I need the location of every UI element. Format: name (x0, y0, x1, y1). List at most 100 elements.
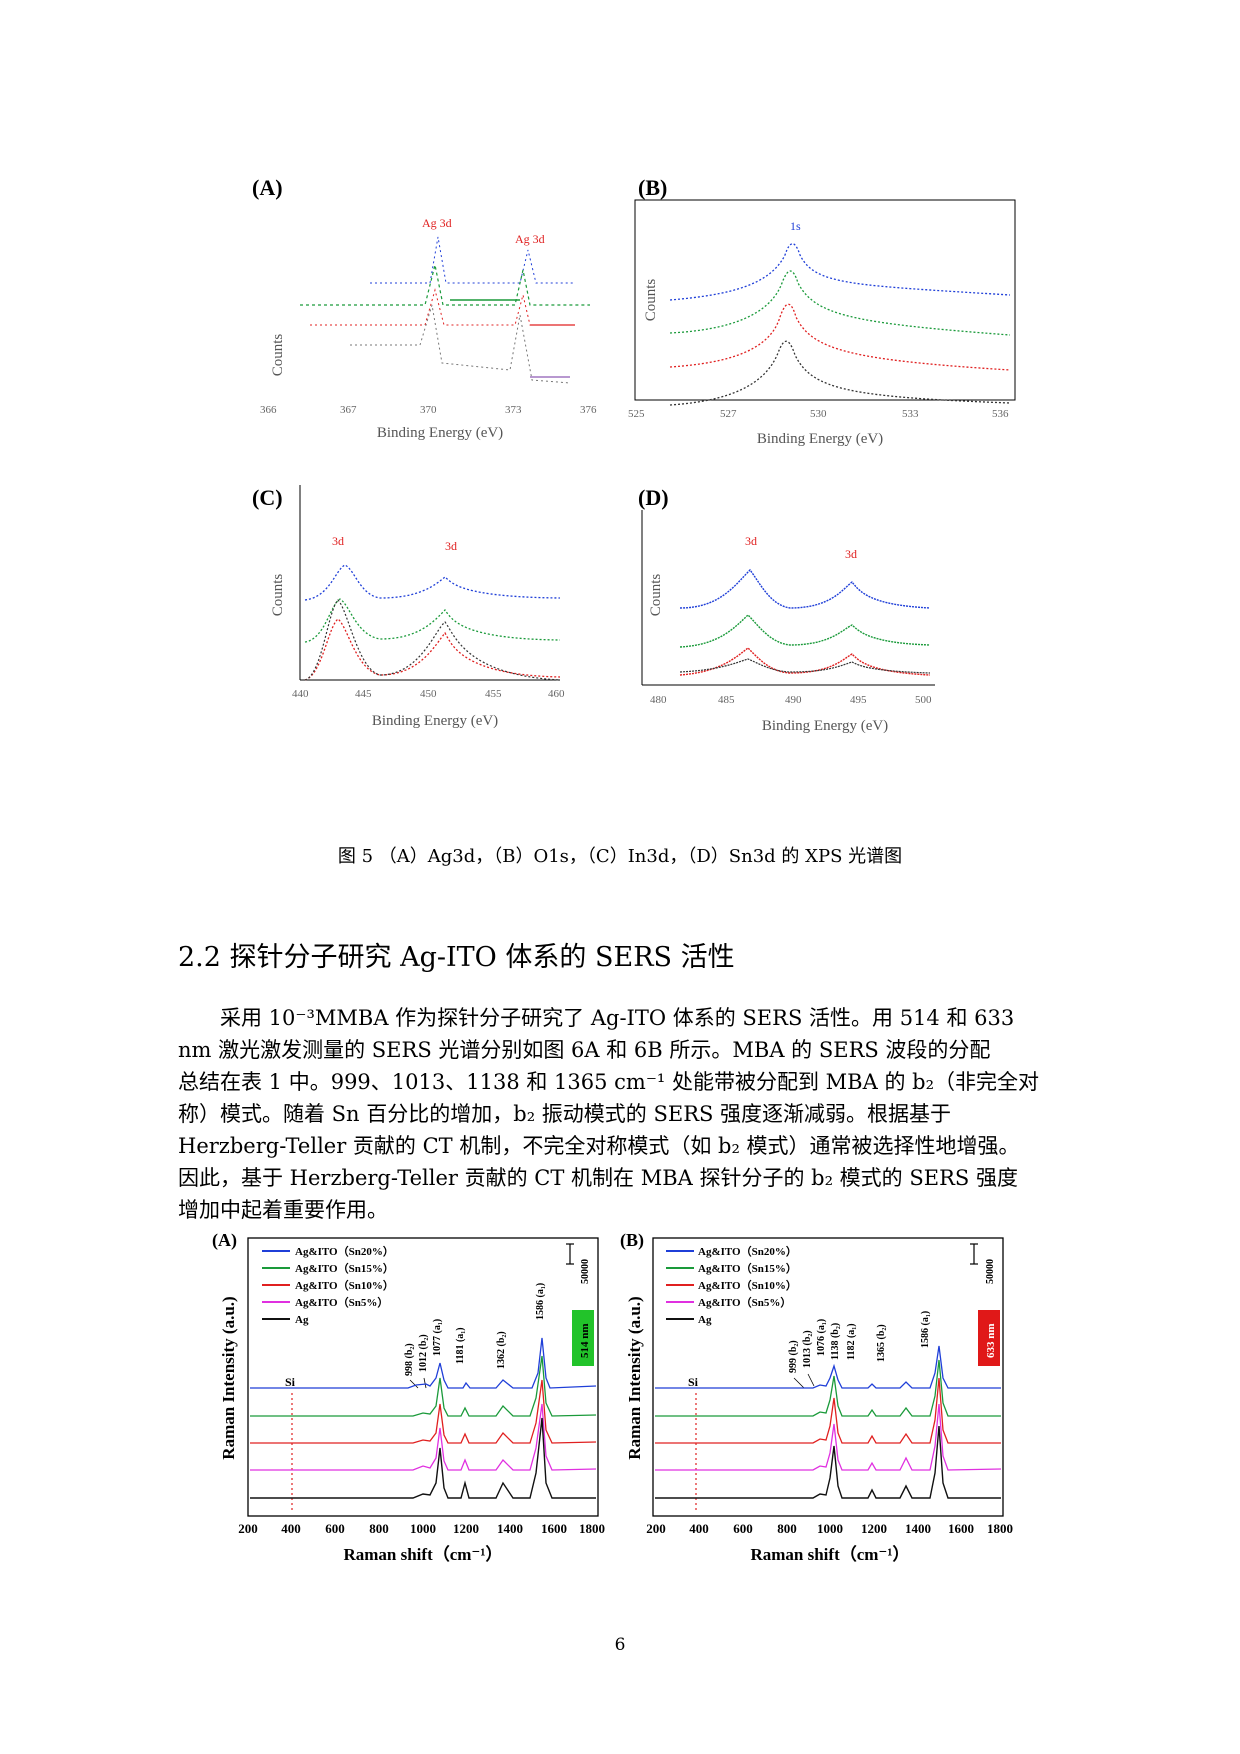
peak-pointer (793, 1377, 805, 1389)
y-axis-label: Counts (643, 279, 659, 322)
figure-5-caption: 图 5 （A）Ag3d，（B）O1s，（C）In3d，（D）Sn3d 的 XPS… (337, 846, 903, 867)
spectrum-green (304, 598, 561, 643)
spectrum-black (350, 304, 571, 384)
tick-label: 366 (260, 404, 277, 416)
tick-label: 376 (580, 404, 597, 416)
legend: Ag&ITO（Sn20%） Ag&ITO（Sn15%） Ag&ITO（Sn10%… (666, 1245, 797, 1326)
tick-label: 1200 (453, 1521, 479, 1536)
peak-label: 1s (790, 219, 801, 233)
peak-label: 3d (332, 534, 344, 548)
legend-entry: Ag&ITO（Sn10%） (295, 1279, 394, 1292)
spectrum-ag (655, 1425, 1001, 1499)
spectrum-black (669, 340, 1011, 406)
spectrum-sn15 (250, 1355, 597, 1417)
plot-frame (634, 199, 1016, 401)
tick-label: 200 (646, 1521, 666, 1536)
spectrum-sn20 (250, 1337, 597, 1389)
spectrum-sn10 (250, 1379, 597, 1444)
peak-label: 3d (745, 534, 757, 548)
tick-label: 455 (485, 688, 502, 700)
sers-panel-b: (B) Raman Intensity (a.u.) Ag&ITO（Sn20%）… (620, 1230, 1013, 1564)
paragraph-line: 增加中起着重要作用。 (178, 1198, 388, 1222)
tick-label: 800 (777, 1521, 797, 1536)
spectrum-blue (669, 243, 1011, 301)
y-axis-label: Raman Intensity (a.u.) (219, 1296, 238, 1459)
spectrum-sn5 (250, 1403, 597, 1471)
peak-label: 1182 (a₁) (846, 1323, 857, 1360)
tick-label: 1200 (861, 1521, 887, 1536)
panel-letter: (B) (638, 175, 667, 200)
spectrum-red (669, 303, 1011, 371)
section-heading: 2.2 探针分子研究 Ag-ITO 体系的 SERS 活性 (178, 942, 735, 973)
x-axis-label: Raman shift（cm⁻¹） (750, 1544, 909, 1564)
peak-label: 1076 (a₁) (816, 1319, 827, 1356)
peak-label: 1077 (a₁) (432, 1319, 443, 1356)
tick-label: 440 (292, 688, 309, 700)
peak-label: 1586 (a₁) (535, 1283, 546, 1320)
spectrum-sn10 (655, 1377, 1001, 1444)
paragraph-line: 采用 10⁻³MMBA 作为探针分子研究了 Ag-ITO 体系的 SERS 活性… (220, 1006, 1015, 1030)
laser-label: 514 nm (579, 1323, 591, 1358)
legend-entry: Ag&ITO（Sn20%） (295, 1245, 394, 1258)
panel-letter: (D) (638, 485, 669, 510)
spectrum-sn5 (655, 1403, 1002, 1471)
x-axis-label: Binding Energy (eV) (757, 431, 883, 447)
xps-panel-b: (B) Counts 1s 525 527 530 533 536 Bindin… (628, 175, 1016, 447)
y-axis-label: Counts (648, 574, 664, 617)
tick-label: 1000 (410, 1521, 436, 1536)
plot-frame (652, 1237, 1004, 1517)
peak-label: Ag 3d (422, 216, 452, 230)
laser-badge (978, 1310, 1000, 1366)
spectrum-sn15 (655, 1359, 1001, 1417)
peak-label: 1012 (b₂) (418, 1334, 429, 1372)
peak-label: 3d (445, 539, 457, 553)
x-ticks: 200 400 600 800 1000 1200 1400 1600 1800 (238, 1521, 605, 1536)
tick-label: 1600 (948, 1521, 974, 1536)
tick-label: 527 (720, 408, 737, 420)
spectrum-black (679, 658, 931, 674)
laser-label: 633 nm (985, 1323, 997, 1358)
paragraph-line: 因此，基于 Herzberg-Teller 贡献的 CT 机制在 MBA 探针分… (178, 1166, 1018, 1190)
peak-pointer (409, 1379, 419, 1389)
tick-label: 367 (340, 404, 357, 416)
tick-label: 800 (369, 1521, 389, 1536)
spectrum-black (304, 599, 561, 681)
tick-label: 400 (281, 1521, 301, 1536)
panel-letter: (C) (252, 485, 283, 510)
body-paragraph: 采用 10⁻³MMBA 作为探针分子研究了 Ag-ITO 体系的 SERS 活性… (178, 1002, 1118, 1226)
xps-panel-a: (A) Counts Ag 3d Ag 3d 366 367 370 373 3… (252, 175, 597, 441)
peak-label: 1181 (a₁) (455, 1327, 466, 1364)
legend-entry: Ag&ITO（Sn10%） (698, 1279, 797, 1292)
tick-label: 1600 (541, 1521, 567, 1536)
tick-label: 373 (505, 404, 522, 416)
peak-label: 1138 (b₂) (830, 1323, 841, 1360)
x-axis-label: Raman shift（cm⁻¹） (343, 1544, 502, 1564)
tick-label: 460 (548, 688, 565, 700)
scale-label: 50000 (985, 1259, 996, 1284)
legend-entry: Ag&ITO（Sn15%） (295, 1262, 394, 1275)
peak-label: 1013 (b₂) (802, 1330, 813, 1368)
spectrum-blue (304, 564, 561, 601)
tick-label: 500 (915, 694, 932, 706)
figure-5-xps: (A) Counts Ag 3d Ag 3d 366 367 370 373 3… (252, 175, 1016, 734)
x-axis-label: Binding Energy (eV) (372, 713, 498, 729)
paragraph-line: 总结在表 1 中。999、1013、1138 和 1365 cm⁻¹ 处能带被分… (178, 1070, 1039, 1094)
spectrum-blue (679, 568, 931, 609)
tick-label: 445 (355, 688, 372, 700)
y-axis-label: Counts (270, 574, 286, 617)
x-axis-label: Binding Energy (eV) (762, 718, 888, 734)
tick-label: 400 (689, 1521, 709, 1536)
paragraph-line: Herzberg-Teller 贡献的 CT 机制，不完全对称模式（如 b₂ 模… (178, 1134, 1020, 1158)
tick-label: 525 (628, 408, 645, 420)
paragraph-line: nm 激光激发测量的 SERS 光谱分别如图 6A 和 6B 所示。MBA 的 … (178, 1038, 991, 1062)
panel-letter: (B) (620, 1230, 644, 1251)
x-ticks: 200 400 600 800 1000 1200 1400 1600 1800 (646, 1521, 1013, 1536)
plot-frame (247, 1237, 599, 1517)
xps-panel-c: (C) Counts 3d 3d 440 445 450 455 460 Bin… (252, 485, 565, 729)
peak-pointer (807, 1373, 815, 1387)
legend-entry: Ag&ITO（Sn5%） (295, 1296, 388, 1309)
tick-label: 600 (733, 1521, 753, 1536)
tick-label: 450 (420, 688, 437, 700)
xps-panel-d: (D) Counts 3d 3d 480 485 490 495 500 Bin… (638, 485, 935, 734)
tick-label: 533 (902, 408, 919, 420)
